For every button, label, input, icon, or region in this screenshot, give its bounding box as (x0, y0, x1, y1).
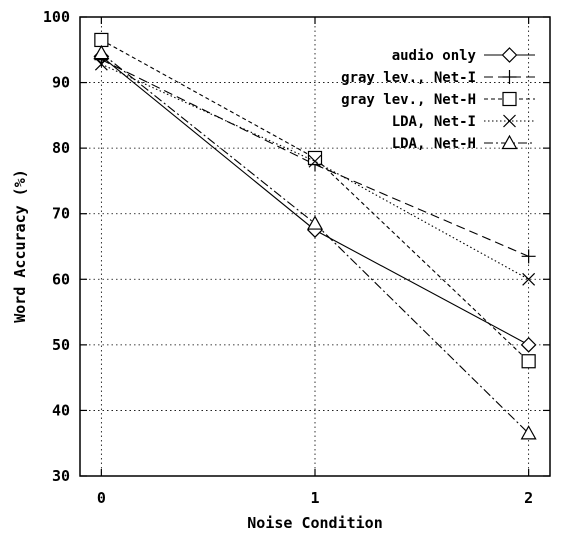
legend-item: LDA, Net-H (392, 134, 535, 152)
series-2 (94, 32, 536, 369)
series-line (101, 63, 529, 280)
data-point (308, 154, 322, 168)
legend-marker (501, 47, 518, 63)
data-point (93, 44, 110, 60)
data-point (520, 425, 537, 440)
series-line (101, 39, 530, 362)
x-axis-label: Noise Condition (247, 514, 382, 532)
data-point (94, 32, 109, 48)
series-4 (93, 44, 537, 440)
x-tick-label: 2 (524, 489, 533, 507)
y-tick-label: 30 (52, 467, 70, 485)
legend-item: gray lev., Net-I (341, 70, 535, 86)
legend: audio only gray lev., Net-I gray lev., Net… (341, 47, 535, 152)
y-tick-label: 50 (52, 336, 70, 354)
legend-marker (502, 70, 517, 84)
data-point (521, 249, 536, 264)
legend-label: LDA, Net-I (392, 114, 476, 130)
legend-item: LDA, Net-I (392, 114, 535, 130)
series-3 (94, 57, 536, 286)
data-point (520, 337, 537, 353)
legend-marker (501, 134, 518, 150)
data-point (522, 272, 536, 286)
y-tick-label: 80 (52, 139, 70, 157)
x-tick-label: 1 (310, 489, 319, 507)
grid (80, 17, 550, 476)
legend-marker (502, 91, 517, 107)
y-tick-label: 70 (52, 205, 70, 223)
y-tick-label: 40 (52, 401, 70, 419)
legend-item: gray lev., Net-H (341, 91, 535, 108)
legend-label: audio only (392, 48, 477, 64)
legend-marker (503, 114, 516, 128)
y-tick-label: 90 (52, 74, 70, 92)
legend-label: LDA, Net-H (392, 136, 476, 152)
data-point (307, 150, 323, 166)
x-tick-label: 0 (97, 489, 106, 507)
legend-item: audio only (392, 47, 535, 64)
y-tick-label: 100 (43, 8, 70, 26)
legend-label: gray lev., Net-I (341, 70, 476, 86)
y-axis-label: Word Accuracy (%) (11, 169, 29, 323)
legend-label: gray lev., Net-H (341, 92, 476, 108)
x-axis: 0 1 2 (97, 17, 533, 507)
data-point (306, 215, 324, 230)
y-axis: 30 40 50 60 70 80 90 100 (43, 8, 550, 485)
data-point (94, 57, 108, 71)
y-tick-label: 60 (52, 270, 70, 288)
data-point (521, 354, 536, 369)
series-group (93, 32, 537, 440)
